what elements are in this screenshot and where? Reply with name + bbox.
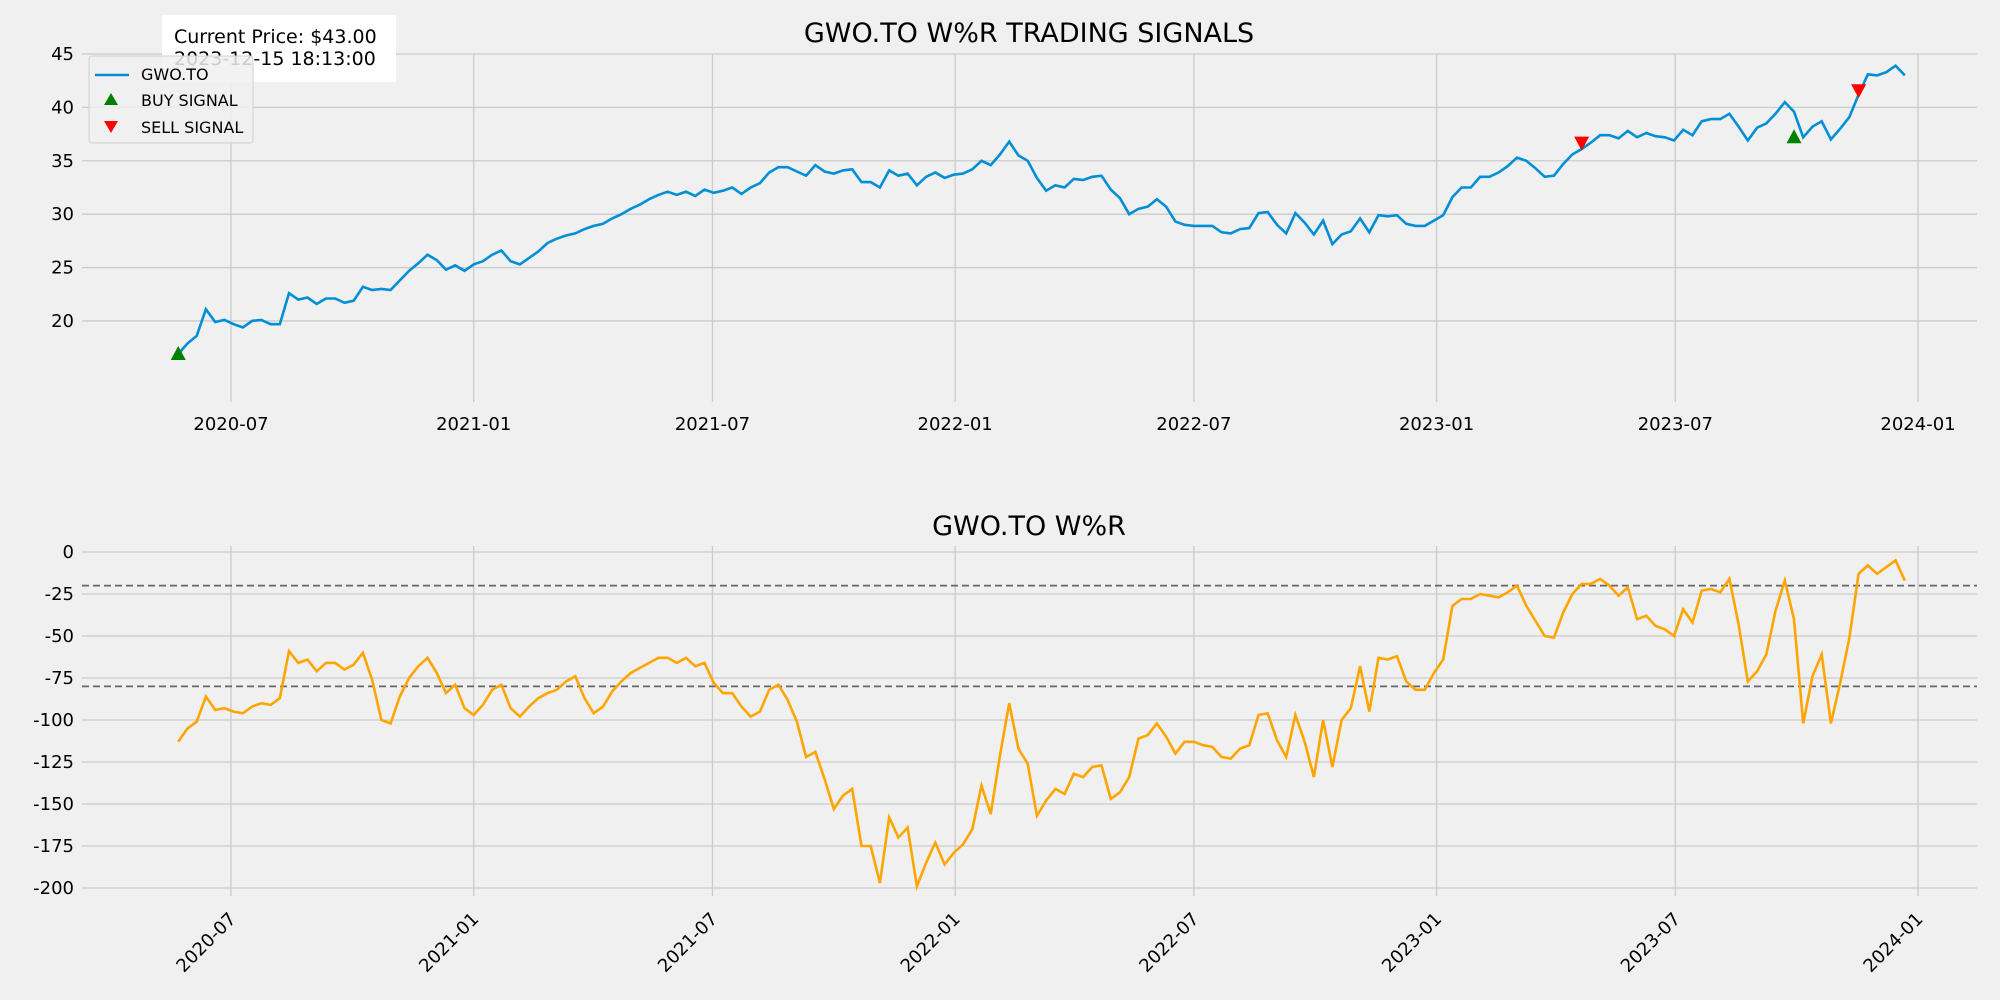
x-tick-label: 2021-07 [654, 909, 722, 977]
x-tick-label: 2023-01 [1378, 909, 1446, 977]
y-tick-label: 30 [51, 204, 74, 225]
y-tick-label: 20 [51, 311, 74, 332]
y-tick-label: -200 [33, 878, 74, 899]
x-tick-label: 2022-07 [1156, 414, 1231, 435]
y-tick-label: -75 [45, 668, 74, 689]
wr-panel: 0-25-50-75-100-125-150-175-200 2020-07 20… [33, 511, 1977, 977]
x-tick-label: 2022-01 [897, 909, 965, 977]
y-tick-label: 45 [51, 44, 74, 65]
x-tick-label: 2023-07 [1617, 909, 1685, 977]
sell-signal-marker [1851, 84, 1867, 99]
x-tick-label: 2023-07 [1638, 414, 1713, 435]
wr-series-line [177, 558, 1906, 892]
y-tick-label: 40 [51, 97, 74, 118]
y-tick-label: -150 [33, 794, 74, 815]
legend-sell-label: SELL SIGNAL [141, 118, 243, 137]
y-tick-label: -50 [45, 626, 74, 647]
y-tick-label: -125 [33, 752, 74, 773]
price-panel: 20 25 30 35 40 45 2020-07 2021-01 2021-07 2022-0… [51, 18, 1977, 435]
x-tick-label: 2022-01 [918, 414, 993, 435]
x-tick-label: 2022-07 [1135, 909, 1203, 977]
y-tick-label: -25 [45, 584, 74, 605]
price-chart-title: GWO.TO W%R TRADING SIGNALS [804, 18, 1254, 49]
info-box: Current Price: $43.00 2023-12-15 18:13:0… [162, 15, 396, 82]
legend-sell-marker [104, 121, 118, 133]
legend: GWO.TO BUY SIGNAL SELL SIGNAL [88, 55, 254, 144]
x-tick-label: 2020-07 [193, 414, 268, 435]
signal-markers [170, 84, 1867, 361]
y-tick-label: -100 [33, 710, 74, 731]
sell-signal-marker [1574, 136, 1590, 151]
price-x-tick-labels: 2020-07 2021-01 2021-07 2022-01 2022-07 2023-… [193, 414, 1955, 435]
y-tick-label: -175 [33, 836, 74, 857]
legend-box [88, 55, 254, 144]
legend-price-label: GWO.TO [141, 65, 209, 84]
x-tick-label: 2024-01 [1880, 414, 1955, 435]
x-tick-label: 2021-01 [436, 414, 511, 435]
price-series-line [177, 63, 1906, 355]
wr-grid [82, 546, 1977, 896]
buy-signal-marker [1786, 129, 1802, 144]
x-tick-label: 2023-01 [1399, 414, 1474, 435]
current-price-text: Current Price: $43.00 [174, 26, 377, 48]
wr-y-tick-labels: 0 -25 -50 -75 -100 -125 -150 -175 -200 [33, 542, 74, 899]
price-y-tick-labels: 20 25 30 35 40 45 [51, 44, 74, 332]
y-tick-label: 35 [51, 151, 74, 172]
x-tick-label: 2024-01 [1859, 909, 1927, 977]
legend-buy-marker [104, 93, 118, 105]
wr-chart-title: GWO.TO W%R [932, 511, 1126, 542]
y-tick-label: 25 [51, 258, 74, 279]
x-tick-label: 2021-07 [675, 414, 750, 435]
price-grid [82, 53, 1977, 402]
wr-x-tick-labels: 2020-07 2021-01 2021-07 2022-01 2022-07 2023-… [172, 909, 1927, 977]
legend-buy-label: BUY SIGNAL [141, 91, 238, 110]
y-tick-label: 0 [63, 542, 74, 563]
x-tick-label: 2020-07 [172, 909, 240, 977]
wr-threshold-lines [82, 584, 1977, 688]
buy-signal-marker [170, 346, 186, 361]
x-tick-label: 2021-01 [415, 909, 483, 977]
